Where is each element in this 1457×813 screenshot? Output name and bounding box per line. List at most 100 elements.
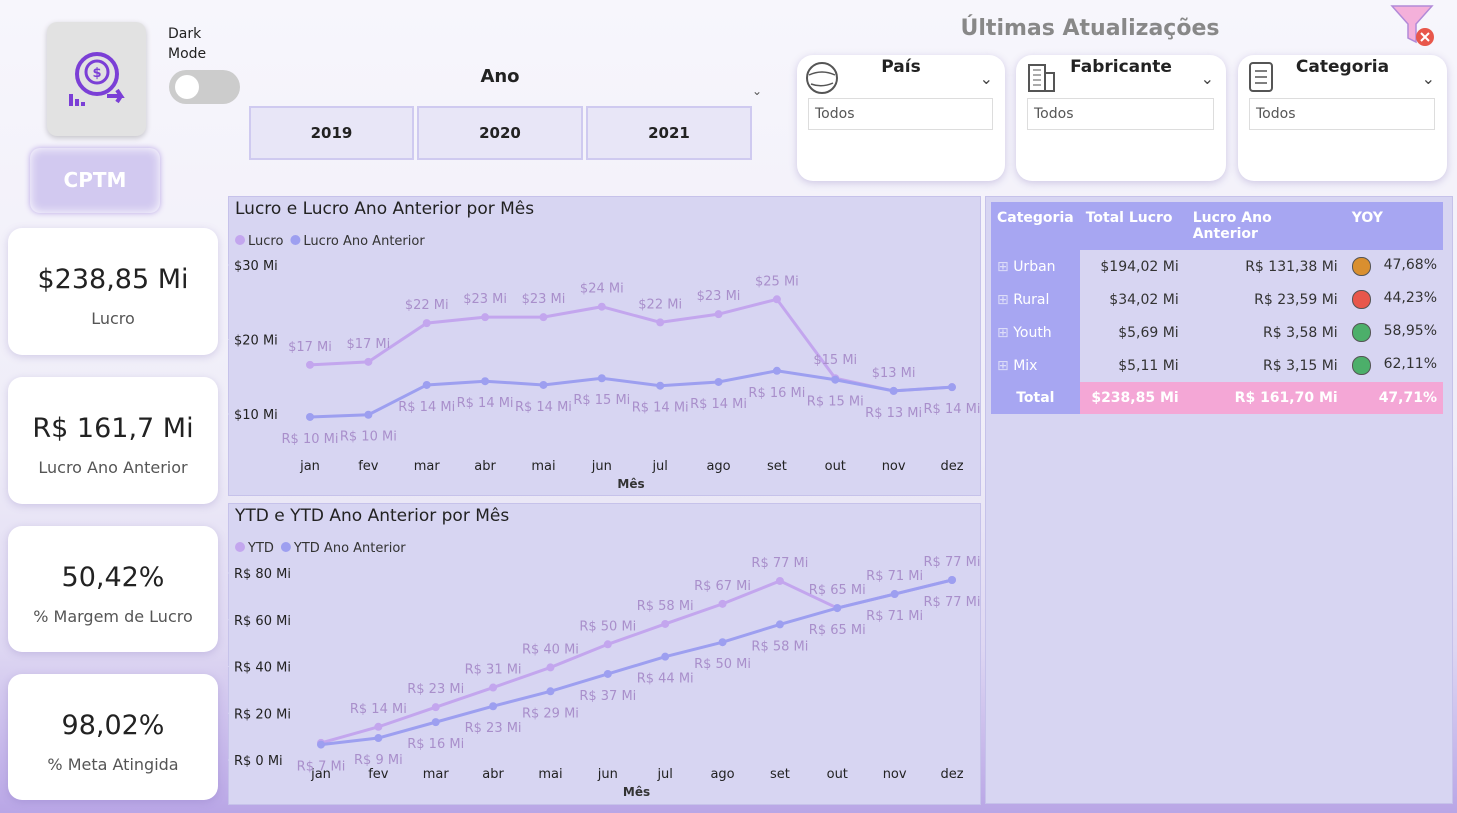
chevron: ⌄ xyxy=(1200,69,1214,88)
data-label: R$ 77 Mi xyxy=(924,555,981,570)
cell-value: R$ 131,38 Mi xyxy=(1245,258,1338,275)
data-point xyxy=(948,576,956,585)
clear-filter-icon[interactable] xyxy=(1390,2,1438,48)
cell-value: R$ 23,59 Mi xyxy=(1254,291,1338,308)
data-label: R$ 23 Mi xyxy=(407,682,464,697)
data-label: R$ 77 Mi xyxy=(751,556,808,571)
chevron: ⌄ xyxy=(752,84,763,98)
column-header: Total Lucro xyxy=(1085,210,1173,226)
column-header: Categoria xyxy=(997,210,1074,226)
cell-value: $5,69 Mi xyxy=(1118,324,1179,341)
data-label: R$ 65 Mi xyxy=(809,623,866,638)
kpi-label: Lucro xyxy=(91,309,135,328)
kpi-card: $238,85 Mi Lucro xyxy=(8,228,218,355)
filter-dropdown[interactable]: Todos xyxy=(1027,98,1214,130)
cell-value: $34,02 Mi xyxy=(1109,291,1179,308)
table-cell: ⊞ Mix xyxy=(991,349,1080,382)
x-tick-label: fev xyxy=(368,767,389,782)
data-point xyxy=(718,638,727,647)
data-point xyxy=(714,310,723,319)
data-point xyxy=(948,383,956,392)
cell-value: 47,68% xyxy=(1383,257,1437,273)
data-label: R$ 16 Mi xyxy=(407,737,464,752)
kpi-label: % Margem de Lucro xyxy=(33,607,193,626)
x-tick-label: abr xyxy=(474,459,496,474)
data-point xyxy=(661,619,670,628)
data-label: R$ 50 Mi xyxy=(579,619,636,634)
legend-label: YTD xyxy=(247,541,274,556)
y-tick-label: $30 Mi xyxy=(234,259,278,274)
data-label: R$ 9 Mi xyxy=(354,753,403,768)
year-button[interactable]: 2021 xyxy=(586,106,752,160)
data-point xyxy=(489,702,498,711)
x-tick-label: fev xyxy=(358,459,379,474)
cell-value: R$ 3,15 Mi xyxy=(1263,357,1338,374)
category[interactable]: Rural xyxy=(1013,291,1050,308)
status-indicator xyxy=(1351,356,1371,375)
filter-card: Fabricante ⌄ Todos xyxy=(1016,55,1226,181)
category[interactable]: Urban xyxy=(1013,258,1056,275)
x-tick-label: nov xyxy=(883,767,907,782)
series-line xyxy=(309,369,953,419)
dark-mode-label: Dark Mode xyxy=(168,26,207,62)
logo-box: $ xyxy=(47,22,146,136)
data-label: R$ 13 Mi xyxy=(865,406,922,421)
filter-dropdown[interactable]: Todos xyxy=(1249,98,1435,130)
x-tick-label: jul xyxy=(656,767,672,782)
total-row: Total $238,85 Mi R$ 161,70 Mi 47,71% xyxy=(991,382,1443,414)
year-button[interactable]: 2019 xyxy=(249,106,414,160)
data-point xyxy=(772,366,781,375)
logo-text: CPTM xyxy=(63,168,127,192)
table-header: Categoria Total Lucro Lucro Ano Anterior… xyxy=(991,202,1443,250)
data-point xyxy=(546,663,555,672)
table-cell: $5,69 Mi xyxy=(1080,316,1187,349)
data-point xyxy=(431,703,440,712)
cell-value: 44,23% xyxy=(1383,290,1437,306)
x-axis-title: Mês xyxy=(617,477,644,491)
category[interactable]: Youth xyxy=(1013,324,1052,341)
data-point xyxy=(539,313,548,322)
data-point xyxy=(374,722,383,731)
x-tick-label: mar xyxy=(423,767,450,782)
data-point xyxy=(431,718,440,727)
expand-icon[interactable]: ⊞ xyxy=(997,291,1014,308)
data-label: R$ 14 Mi xyxy=(398,400,455,415)
data-label: R$ 58 Mi xyxy=(751,639,808,654)
kpi-card: R$ 161,7 Mi Lucro Ano Anterior xyxy=(8,377,218,504)
expand-icon[interactable]: ⊞ xyxy=(997,258,1014,275)
filter-title: Fabricante xyxy=(1070,57,1172,77)
data-point xyxy=(718,599,727,608)
data-label: R$ 7 Mi xyxy=(297,760,346,775)
data-point xyxy=(364,410,373,419)
total-cell: Total xyxy=(991,382,1080,414)
y-tick-label: R$ 0 Mi xyxy=(234,754,283,769)
data-label: $13 Mi xyxy=(872,366,916,381)
data-point xyxy=(772,295,781,304)
dark-mode-toggle[interactable] xyxy=(169,70,240,104)
expand-icon[interactable]: ⊞ xyxy=(997,357,1014,374)
data-label: R$ 14 Mi xyxy=(457,396,514,411)
y-tick-label: R$ 40 Mi xyxy=(234,661,291,676)
data-point xyxy=(833,604,842,613)
logo-button[interactable]: CPTM xyxy=(30,148,160,213)
x-tick-label: set xyxy=(770,767,790,782)
kpi-value: $238,85 Mi xyxy=(37,264,189,295)
chart-title: Lucro e Lucro Ano Anterior por Mês xyxy=(235,199,534,219)
data-label: R$ 71 Mi xyxy=(866,569,923,584)
data-label: R$ 10 Mi xyxy=(340,430,397,445)
y-tick-label: $20 Mi xyxy=(234,334,278,349)
data-label: R$ 50 Mi xyxy=(694,657,751,672)
filter-dropdown[interactable]: Todos xyxy=(808,98,993,130)
table-cell: $194,02 Mi xyxy=(1080,250,1187,283)
chevron: ⌄ xyxy=(979,69,993,88)
filter-icon xyxy=(1249,62,1273,92)
data-point xyxy=(775,620,784,629)
table-cell: ⊞ Youth xyxy=(991,316,1080,349)
expand-icon[interactable]: ⊞ xyxy=(997,324,1014,341)
data-point xyxy=(306,412,314,421)
year-button[interactable]: 2020 xyxy=(417,106,583,160)
x-tick-label: mar xyxy=(414,459,441,474)
category[interactable]: Mix xyxy=(1013,357,1038,374)
data-point xyxy=(364,357,373,366)
